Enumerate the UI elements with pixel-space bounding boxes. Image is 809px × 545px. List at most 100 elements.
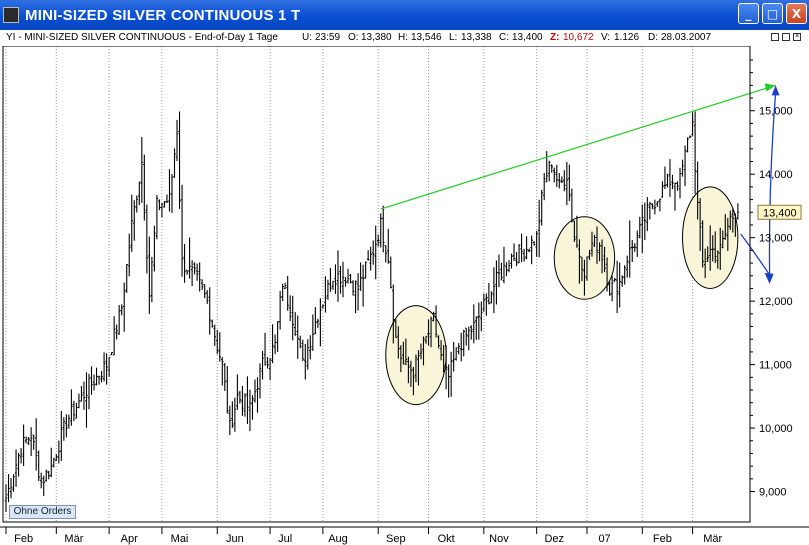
price-bar bbox=[550, 164, 554, 173]
price-bar bbox=[70, 389, 73, 426]
price-bar bbox=[663, 166, 667, 190]
date-value: 28.03.2007 bbox=[661, 32, 712, 43]
price-bar bbox=[82, 381, 86, 410]
price-tick-label: 14,000 bbox=[759, 169, 793, 181]
pane-close-icon[interactable]: × bbox=[793, 33, 801, 41]
price-bar bbox=[90, 366, 93, 395]
price-bar bbox=[218, 332, 222, 362]
price-tick-label: 13,000 bbox=[759, 233, 793, 245]
range-arrowhead-top bbox=[771, 85, 780, 96]
price-bar bbox=[578, 239, 581, 284]
price-bar bbox=[361, 264, 365, 307]
price-bar bbox=[427, 319, 430, 346]
minimize-button[interactable]: _ bbox=[738, 3, 759, 24]
price-bar bbox=[424, 335, 428, 344]
price-bar bbox=[595, 226, 599, 264]
price-bar bbox=[188, 237, 191, 279]
price-bar bbox=[598, 242, 601, 262]
price-bar bbox=[721, 230, 725, 249]
price-bar bbox=[417, 350, 420, 386]
date-label: D: bbox=[648, 32, 658, 43]
price-bar bbox=[165, 194, 169, 203]
close-button[interactable]: X bbox=[786, 3, 807, 24]
range-arrow-right bbox=[768, 93, 777, 275]
price-bar bbox=[419, 343, 423, 360]
price-bar bbox=[178, 111, 181, 209]
price-bar bbox=[505, 262, 508, 277]
price-bar bbox=[726, 217, 730, 251]
price-bar bbox=[251, 395, 254, 420]
price-bar bbox=[731, 208, 735, 233]
price-bar bbox=[248, 389, 252, 432]
price-bar bbox=[412, 366, 415, 396]
price-bar bbox=[575, 215, 579, 248]
price-bar bbox=[565, 162, 569, 206]
price-bar bbox=[344, 277, 347, 287]
open-value: 13,380 bbox=[361, 32, 392, 43]
price-bar bbox=[467, 326, 471, 351]
price-bar bbox=[409, 360, 413, 387]
price-bar bbox=[530, 235, 533, 265]
price-bar bbox=[407, 356, 410, 384]
price-bar bbox=[140, 137, 144, 203]
price-bar bbox=[520, 233, 523, 263]
price-bar bbox=[243, 393, 247, 417]
price-bar bbox=[351, 280, 355, 296]
price-bar bbox=[314, 307, 317, 335]
price-bar bbox=[517, 244, 521, 264]
price-bar bbox=[490, 291, 493, 304]
price-bar bbox=[137, 181, 141, 206]
time-axis-background bbox=[0, 527, 809, 545]
price-bar bbox=[283, 282, 287, 289]
month-label: Mär bbox=[64, 533, 83, 545]
price-bar bbox=[49, 447, 53, 478]
price-bar bbox=[336, 250, 340, 302]
price-bar bbox=[195, 263, 199, 281]
month-separators bbox=[5, 46, 694, 522]
price-bar bbox=[635, 230, 639, 257]
price-chart[interactable]: 9,000 10,000 11,000 12,000 13,000 14,000 15,00… bbox=[0, 46, 809, 545]
price-bar bbox=[487, 282, 491, 305]
price-bar bbox=[475, 316, 478, 340]
price-bar bbox=[671, 174, 674, 190]
price-bar bbox=[381, 205, 385, 253]
price-bar bbox=[522, 248, 526, 262]
maximize-button[interactable]: □ bbox=[762, 3, 783, 24]
price-bar bbox=[311, 314, 315, 351]
pane-maximize-icon[interactable] bbox=[782, 33, 790, 41]
price-bar bbox=[472, 304, 476, 344]
price-bar bbox=[532, 241, 536, 246]
price-bar bbox=[610, 275, 614, 302]
price-bar bbox=[570, 188, 574, 223]
price-bar bbox=[379, 213, 383, 248]
month-label: 07 bbox=[598, 533, 610, 545]
price-bar bbox=[316, 318, 320, 328]
price-bar bbox=[24, 436, 28, 444]
price-bar bbox=[85, 372, 88, 428]
range-arrow-left bbox=[740, 233, 771, 276]
high-value: 13,546 bbox=[411, 32, 442, 43]
title-bar[interactable]: MINI-SIZED SILVER CONTINUOUS 1 T _ □ X bbox=[0, 0, 809, 30]
price-bar bbox=[507, 260, 511, 273]
price-bar bbox=[32, 434, 35, 450]
pane-minimize-icon[interactable] bbox=[771, 33, 779, 41]
price-bar bbox=[643, 202, 647, 241]
price-bar bbox=[346, 268, 350, 284]
price-bar bbox=[168, 169, 171, 212]
price-bar bbox=[366, 250, 370, 261]
price-bar bbox=[668, 159, 672, 197]
price-bar bbox=[515, 252, 518, 267]
price-bar bbox=[107, 357, 111, 377]
price-bar bbox=[180, 184, 184, 277]
price-bar bbox=[213, 324, 217, 346]
price-bar bbox=[691, 112, 694, 136]
price-bar bbox=[62, 417, 66, 441]
price-bar bbox=[163, 201, 166, 208]
orders-toggle-button[interactable]: Ohne Orders bbox=[9, 505, 76, 519]
price-bar bbox=[309, 335, 312, 360]
price-bar bbox=[231, 401, 234, 429]
price-bar bbox=[115, 324, 118, 340]
price-bar bbox=[29, 427, 33, 457]
price-bar bbox=[57, 440, 61, 464]
price-bar bbox=[376, 234, 380, 247]
